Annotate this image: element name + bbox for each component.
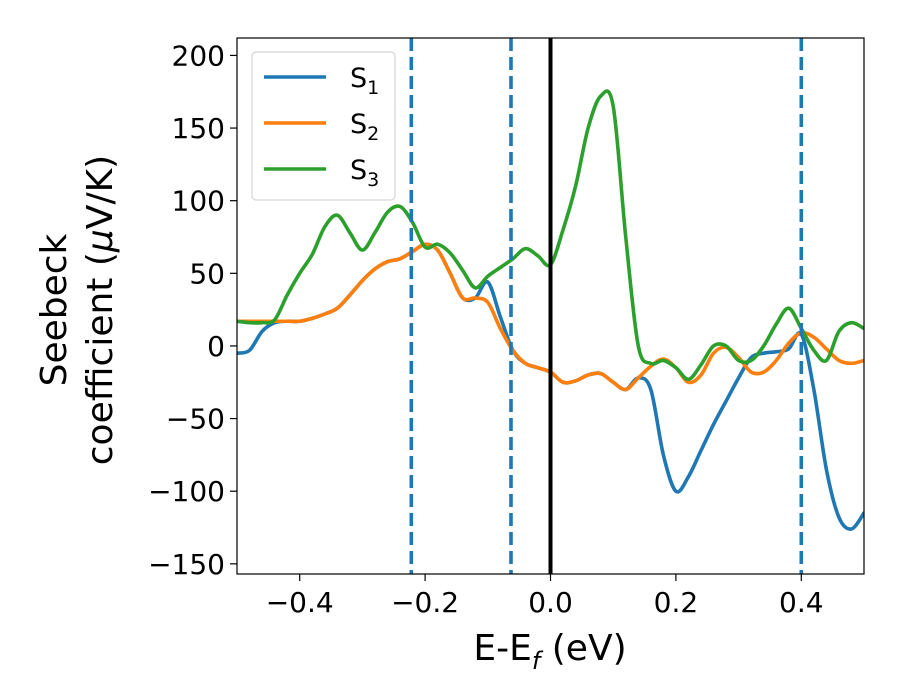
legend-box: [251, 51, 396, 201]
legend-label-s2: S2: [350, 109, 379, 145]
legend-label-s3: S3: [350, 155, 379, 191]
y-tick-label: −100: [148, 475, 225, 508]
x-tick-label: −0.2: [391, 586, 459, 619]
y-axis-label-line2: coefficient (μV/K): [80, 155, 121, 465]
x-tick-label: 0.0: [528, 586, 573, 619]
reference-lines: [409, 38, 804, 574]
x-tick-label: −0.4: [266, 586, 334, 619]
y-tick-label: −50: [166, 403, 225, 436]
legend-label-s1: S1: [350, 63, 379, 99]
series-line-s3: [237, 89, 864, 382]
y-axis-ticks: −150 −100 −50 0 50 100 150 200: [148, 39, 237, 581]
legend: S1 S2 S3: [251, 51, 396, 201]
x-axis-label: E-Ef (eV): [473, 628, 626, 675]
y-tick-label: 150: [172, 112, 225, 145]
x-axis-ticks: −0.4 −0.2 0.0 0.2 0.4: [266, 574, 824, 619]
y-tick-label: 200: [172, 39, 225, 72]
y-axis-label-line1: Seebeck: [34, 233, 75, 386]
x-tick-label: 0.4: [779, 586, 824, 619]
y-tick-label: 50: [189, 257, 225, 290]
x-tick-label: 0.2: [654, 586, 699, 619]
y-tick-label: 100: [172, 185, 225, 218]
y-tick-label: 0: [207, 330, 225, 363]
y-tick-label: −150: [148, 548, 225, 581]
